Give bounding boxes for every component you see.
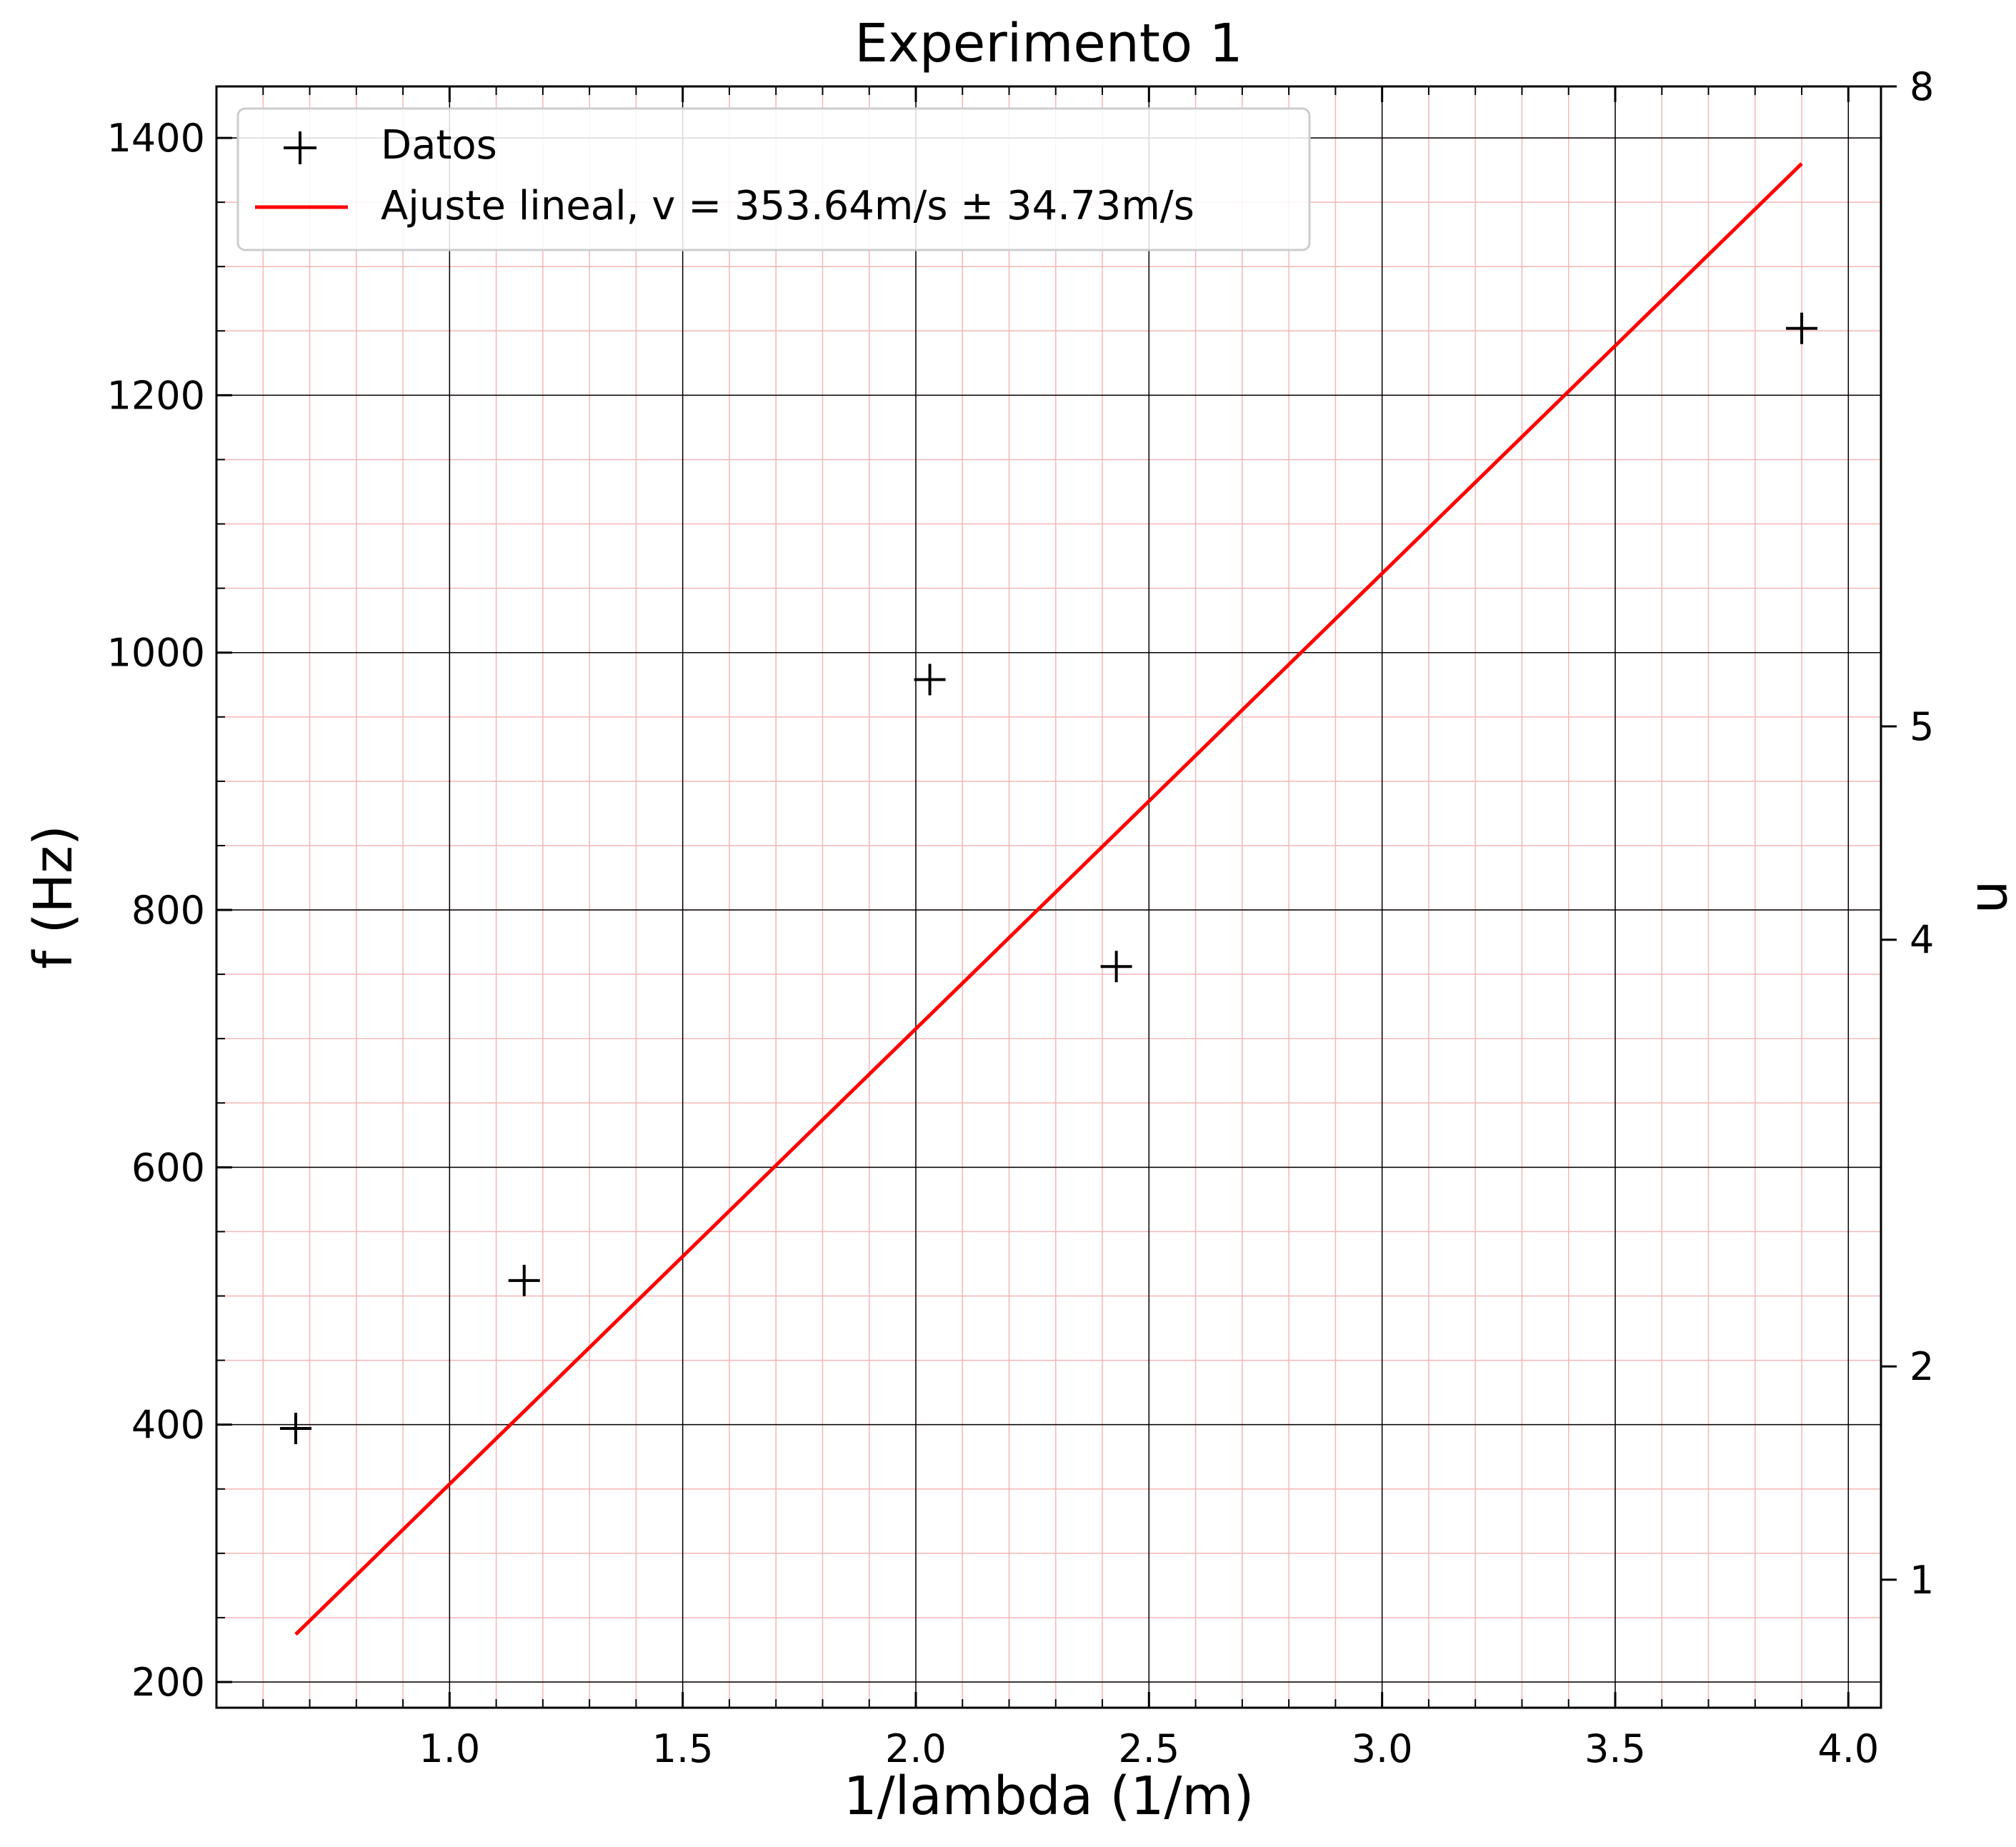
x-tick-label: 3.0 xyxy=(1352,1726,1413,1771)
chart-title: Experimento 1 xyxy=(854,13,1242,74)
y2-axis-label: n xyxy=(1965,881,2016,914)
legend-label-datos: Datos xyxy=(381,122,497,169)
x-axis-label: 1/lambda (1/m) xyxy=(844,1766,1254,1827)
series-layer xyxy=(279,162,1818,1636)
data-point xyxy=(1786,312,1818,344)
y-tick-label: 400 xyxy=(131,1403,205,1448)
y-axis-label: f (Hz) xyxy=(23,825,84,969)
legend-marker-datos xyxy=(284,131,316,164)
data-point xyxy=(508,1264,540,1296)
x-tick-label: 1.5 xyxy=(652,1726,714,1771)
data-point xyxy=(279,1413,311,1445)
x-tick-label: 1.0 xyxy=(419,1726,480,1771)
y2-tick-label: 2 xyxy=(1910,1344,1934,1389)
x-tick-label: 4.0 xyxy=(1817,1726,1879,1771)
y2-tick-label: 8 xyxy=(1910,64,1934,109)
y-tick-label: 1400 xyxy=(107,116,205,161)
y-tick-label: 600 xyxy=(131,1145,205,1190)
data-point xyxy=(914,664,946,696)
x-tick-label: 3.5 xyxy=(1585,1726,1646,1771)
ticks-layer: 1.0 1.5 2.0 2.5 3.0 3.5 4.0 200 400 600 800 1000 120… xyxy=(107,64,1935,1771)
y2-tick-label: 1 xyxy=(1910,1558,1934,1603)
fit-line xyxy=(294,162,1803,1636)
major-grid xyxy=(216,86,1881,1708)
x-tick-label: 2.0 xyxy=(885,1726,947,1771)
x-tick-label: 2.5 xyxy=(1118,1726,1179,1771)
y-tick-label: 800 xyxy=(131,888,205,933)
legend-box xyxy=(236,107,1311,251)
y2-tick-label: 5 xyxy=(1910,704,1934,749)
y-tick-label: 1200 xyxy=(107,373,205,418)
legend-label-fit: Ajuste lineal, v = 353.64m/s ± 34.73m/s xyxy=(381,183,1194,229)
data-point xyxy=(1100,951,1132,983)
y-tick-label: 1000 xyxy=(107,631,205,676)
plot-frame xyxy=(215,85,1882,1709)
legend: Datos Ajuste lineal, v = 353.64m/s ± 34.… xyxy=(236,107,1311,251)
y2-tick-label: 4 xyxy=(1910,918,1934,963)
y-tick-label: 200 xyxy=(131,1660,205,1705)
